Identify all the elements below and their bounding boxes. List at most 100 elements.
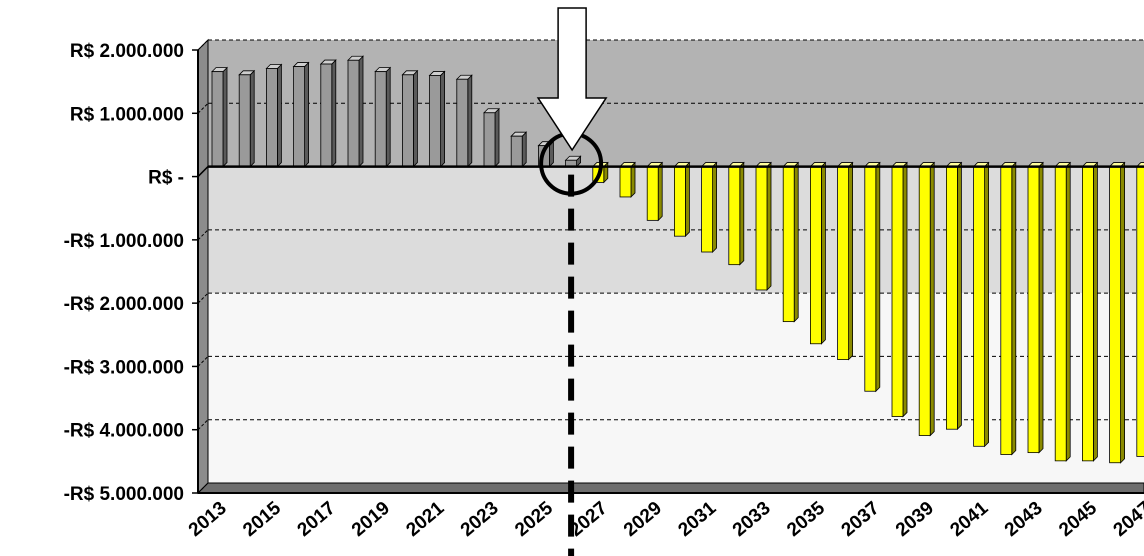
- bar-front: [401, 74, 414, 167]
- x-tick-label: 2035: [783, 497, 829, 541]
- bar-front: [510, 135, 523, 167]
- bar-front: [755, 166, 768, 291]
- bar-side: [276, 63, 282, 168]
- bar-front: [238, 74, 251, 167]
- bar-2019: [374, 66, 392, 168]
- bar-front: [1082, 166, 1094, 462]
- bar-front: [265, 68, 278, 167]
- x-tick-label: 2025: [511, 497, 557, 541]
- bar-side: [984, 161, 989, 448]
- x-axis-labels: 2013 2015 2017 2019 2021 2023 2025 2027 2029 2031…: [185, 497, 1144, 541]
- bar-2034: [782, 161, 800, 323]
- bar-side: [875, 161, 881, 393]
- bar-front: [429, 75, 442, 167]
- x-tick-label: 2021: [402, 497, 448, 541]
- bar-side: [848, 161, 853, 361]
- bar-front: [456, 78, 469, 167]
- bar-2033: [755, 161, 772, 291]
- bar-side: [249, 69, 255, 168]
- bar-side: [739, 161, 745, 266]
- bar-2022: [455, 74, 473, 168]
- bar-side: [712, 161, 717, 253]
- bar-side: [331, 59, 337, 168]
- bar-front: [728, 166, 741, 266]
- gridline-wall: [197, 356, 209, 367]
- y-tick-label: -R$ 2.000.000: [64, 294, 184, 315]
- floor: [196, 482, 1144, 494]
- bar-2020: [401, 69, 419, 168]
- bar-side: [657, 161, 663, 222]
- down-arrow: [536, 7, 608, 152]
- x-tick-label: 2031: [674, 497, 720, 541]
- bar-side: [766, 161, 772, 291]
- bar-side: [521, 131, 527, 168]
- bar-side: [821, 161, 826, 345]
- x-tick-label: 2019: [348, 498, 394, 541]
- bar-2047: [1135, 162, 1144, 457]
- gridline-wall: [197, 482, 209, 494]
- bar-2030: [673, 161, 691, 238]
- bar-front: [973, 166, 985, 447]
- bar-side: [957, 161, 962, 431]
- bar-side: [304, 61, 310, 168]
- bar-2036: [836, 161, 854, 361]
- bar-2042: [999, 161, 1017, 456]
- bar-2045: [1081, 161, 1099, 462]
- y-tick-label: -R$ 4.000.000: [64, 421, 184, 442]
- x-tick-label: 2015: [239, 497, 285, 541]
- bar-2044: [1054, 161, 1072, 462]
- bar-2023: [483, 107, 500, 168]
- x-tick-label: 2029: [620, 498, 666, 541]
- bar-side: [440, 70, 446, 168]
- bar-2029: [646, 161, 664, 222]
- bar-side: [1065, 161, 1071, 462]
- bar-front: [1109, 166, 1121, 464]
- bar-2041: [972, 161, 990, 448]
- bar-2016: [292, 61, 310, 168]
- bar-2038: [891, 161, 908, 418]
- x-tick-label: 2017: [294, 498, 340, 541]
- x-tick-label: 2047: [1110, 498, 1144, 541]
- bar-2043: [1027, 161, 1044, 454]
- bar-front: [619, 166, 632, 198]
- bar-2026: [564, 155, 582, 168]
- x-tick-label: 2033: [729, 498, 775, 541]
- bar-side: [902, 161, 908, 418]
- bar-side: [412, 69, 418, 168]
- bar-front: [946, 166, 958, 430]
- annotations: [536, 7, 608, 556]
- bar-2037: [863, 161, 881, 393]
- y-tick-label: -R$ 5.000.000: [64, 484, 184, 505]
- gridline-wall: [197, 102, 209, 114]
- bar-2039: [918, 161, 936, 437]
- x-tick-label: 2013: [185, 498, 231, 541]
- bar-2035: [809, 161, 827, 345]
- bar-2032: [727, 161, 745, 266]
- x-tick-label: 2037: [838, 498, 884, 541]
- y-tick-label: R$ -: [148, 168, 184, 189]
- gridline-wall: [197, 419, 209, 431]
- bar-2013: [211, 66, 228, 168]
- bar-2021: [428, 70, 446, 168]
- bar-side: [467, 74, 473, 168]
- bar-2031: [700, 161, 718, 253]
- y-axis-labels: R$ 2.000.000 R$ 1.000.000 R$ - -R$ 1.000.00…: [64, 41, 198, 505]
- bar-front: [810, 166, 822, 345]
- bar-2017: [319, 59, 337, 168]
- bar-2046: [1108, 161, 1126, 464]
- bar-side: [385, 66, 391, 168]
- bar-front: [1054, 166, 1067, 462]
- bar-2015: [265, 63, 283, 168]
- bar-front: [374, 71, 387, 167]
- bar-side: [494, 107, 500, 168]
- bar-side: [1093, 161, 1098, 462]
- gridline-wall: [197, 39, 209, 51]
- x-tick-label: 2023: [457, 498, 503, 541]
- bar-2024: [510, 131, 528, 168]
- bar-front: [782, 166, 795, 323]
- bar-front: [646, 166, 659, 221]
- bar-side: [1038, 161, 1044, 454]
- bar-side: [1120, 161, 1125, 464]
- bar-front: [674, 166, 686, 237]
